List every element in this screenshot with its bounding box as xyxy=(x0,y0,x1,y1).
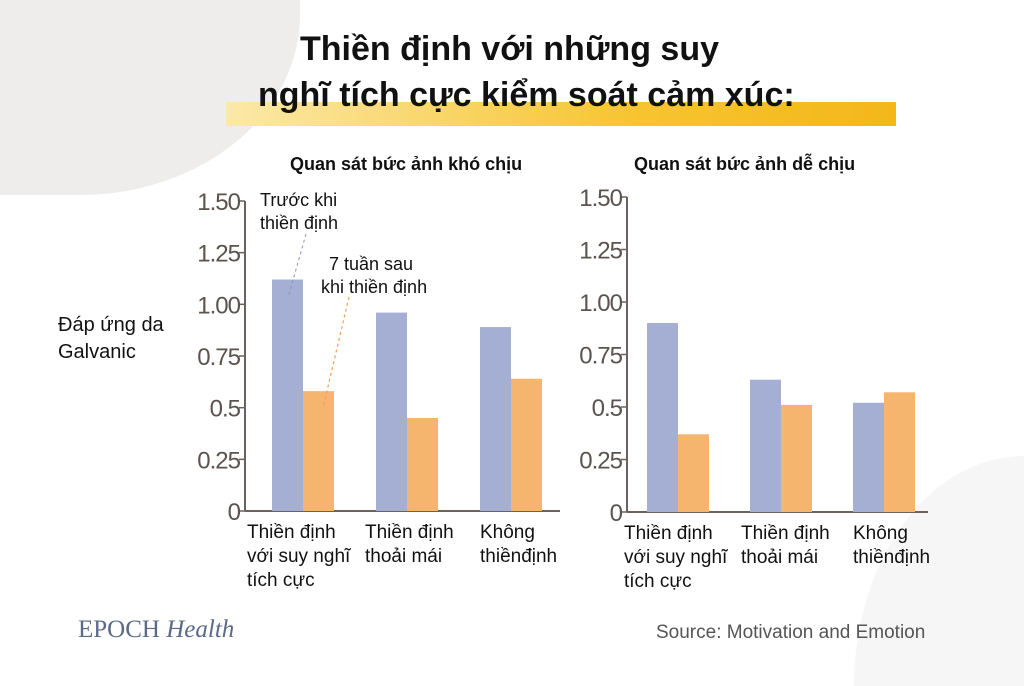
x-category-label: với suy nghĩ xyxy=(247,546,351,567)
y-axis-label: Đáp ứng da Galvanic xyxy=(58,314,164,363)
y-tick-label: 1.00 xyxy=(197,292,240,319)
annotation-label: Trước khi xyxy=(260,190,337,210)
chart-1-title: Quan sát bức ảnh khó chịu xyxy=(290,154,523,174)
bar-after xyxy=(884,392,915,512)
annotation-leader-before xyxy=(287,233,307,299)
brand-suffix: Health xyxy=(166,616,235,643)
x-category-label: Không xyxy=(853,523,908,544)
bar-before xyxy=(750,379,781,512)
x-category-label: Không xyxy=(480,522,535,543)
y-tick-label: 0.5 xyxy=(210,396,241,423)
title-line-1: Thiền định với những suy xyxy=(300,30,720,68)
x-category-label: Thiền định xyxy=(624,523,713,544)
annotation-label: 7 tuần sau xyxy=(329,254,413,274)
bar-after xyxy=(781,404,812,512)
bar-before xyxy=(853,402,884,512)
title-line-2: nghĩ tích cực kiểm soát cảm xúc: xyxy=(258,76,795,114)
bar-after xyxy=(511,378,542,511)
bar-before xyxy=(272,279,303,511)
y-tick-label: 1.25 xyxy=(197,241,240,268)
y-tick-label: 1.50 xyxy=(579,185,622,212)
bar-before xyxy=(376,312,407,511)
y-tick-label: 0 xyxy=(610,500,623,527)
x-category-label: thiềnđịnh xyxy=(853,547,930,568)
annotation-leader-after xyxy=(322,296,350,409)
bar-before xyxy=(480,327,511,511)
x-category-label: tích cực xyxy=(247,570,315,591)
x-category-label: tích cực xyxy=(624,571,692,592)
x-category-label: thiềnđịnh xyxy=(480,546,557,567)
bar-before xyxy=(647,323,678,512)
annotation-label: thiền định xyxy=(260,213,338,233)
x-category-label: thoải mái xyxy=(365,546,442,567)
source-note: Source: Motivation and Emotion xyxy=(656,622,926,643)
x-category-label: thoải mái xyxy=(741,547,818,568)
bar-after xyxy=(303,391,334,511)
brand-name: EPOCH xyxy=(78,616,160,643)
annotation-label: khi thiền định xyxy=(321,277,427,297)
x-category-label: với suy nghĩ xyxy=(624,547,728,568)
x-category-label: Thiền định xyxy=(247,522,336,543)
brand-logo: EPOCH Health xyxy=(78,616,234,644)
y-tick-label: 0 xyxy=(228,499,241,526)
y-tick-label: 1.00 xyxy=(579,290,622,317)
x-category-label: Thiền định xyxy=(365,522,454,543)
y-tick-label: 0.75 xyxy=(197,344,240,371)
y-tick-label: 0.25 xyxy=(579,448,622,475)
x-category-label: Thiền định xyxy=(741,523,830,544)
y-tick-label: 1.25 xyxy=(579,238,622,265)
y-tick-label: 0.25 xyxy=(197,447,240,474)
bar-after xyxy=(407,418,438,511)
title-highlight-bar xyxy=(226,102,896,126)
y-tick-label: 0.5 xyxy=(592,395,623,422)
bar-after xyxy=(678,434,709,512)
chart-2-title: Quan sát bức ảnh dễ chịu xyxy=(634,154,856,174)
y-tick-label: 1.50 xyxy=(197,189,240,216)
y-tick-label: 0.75 xyxy=(579,343,622,370)
